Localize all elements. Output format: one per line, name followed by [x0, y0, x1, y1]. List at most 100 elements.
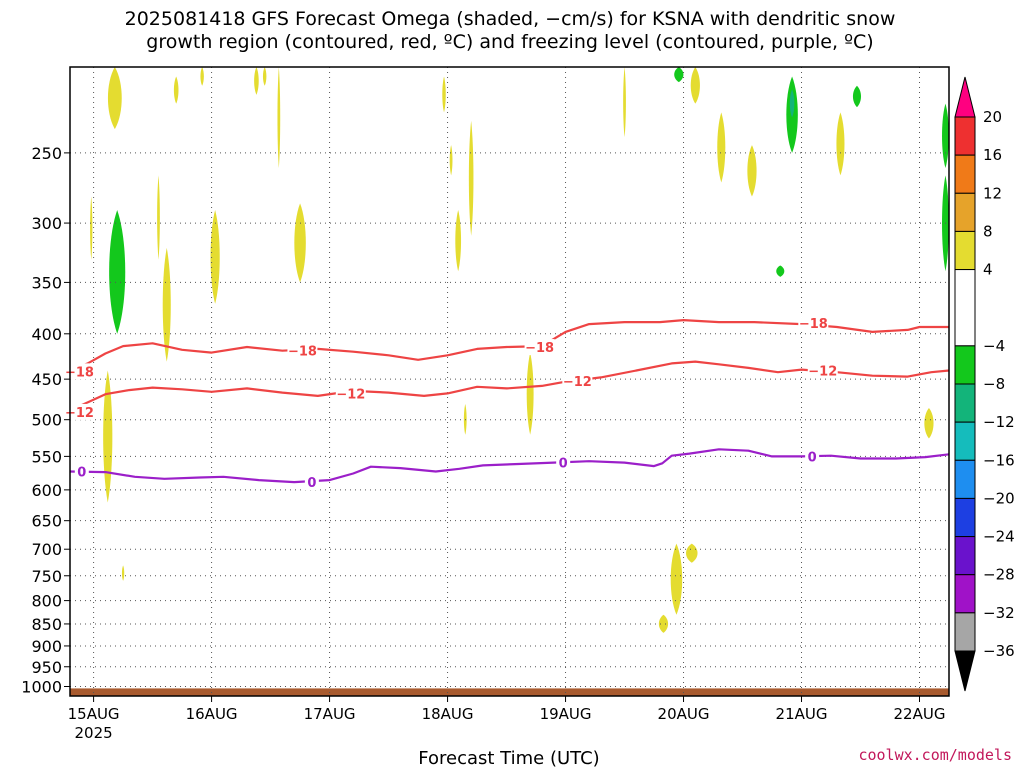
contour-lines: −18 −18 −18 −18 −12 −12 −12 −12 0 0 0 0 [64, 315, 950, 491]
contour-label-1-0: −12 [65, 406, 94, 421]
colorbar-tick-label-8: −16 [983, 451, 1015, 469]
colorbar-bin-1 [954, 116, 976, 156]
contour-label-bg-1-3 [807, 362, 838, 379]
surface-strip [70, 688, 949, 696]
y-tick-label-7: 600 [31, 481, 62, 500]
y-tick-label-0: 250 [31, 144, 62, 163]
omega-patch-35 [658, 614, 669, 633]
contour-label-1-1: −12 [336, 387, 365, 402]
contour-label-0-2: −18 [525, 341, 554, 356]
plot-frame [69, 66, 950, 697]
colorbar-bin-8 [954, 421, 976, 461]
colorbar-tick-label-6: −8 [983, 375, 1005, 393]
omega-patch-19 [942, 103, 949, 168]
omega-patch-33 [670, 543, 683, 615]
colorbar-tick-label-0: 20 [983, 108, 1002, 126]
plot-border [69, 66, 950, 697]
contour-line-2 [69, 448, 950, 484]
colorbar-tick-label-11: −28 [983, 566, 1015, 584]
y-tick-label-1: 300 [31, 214, 62, 233]
contour-label-bg-2-3 [805, 448, 820, 465]
omega-patch-6 [442, 76, 446, 113]
omega-patch-25 [162, 247, 171, 362]
contour-label-bg-0-3 [798, 315, 829, 332]
plot-background [70, 67, 949, 696]
plot-area [70, 67, 949, 696]
x-axis-label: Forecast Time (UTC) [418, 748, 599, 768]
colorbar-bin-9 [954, 459, 976, 499]
y-tick-label-8: 650 [31, 512, 62, 531]
omega-patch-1 [173, 76, 179, 104]
x-tick-label-3: 18AUG [422, 705, 474, 723]
chart-title-line-2: growth region (contoured, red, ºC) and f… [146, 31, 873, 53]
credit-text: coolwx.com/models [858, 746, 1012, 764]
contour-label-bg-0-0 [64, 363, 95, 380]
contour-label-2-0: 0 [77, 465, 86, 480]
colorbar-tick-label-13: −36 [983, 642, 1015, 660]
omega-patch-18 [776, 265, 785, 277]
colorbar-tick-label-1: 16 [983, 146, 1002, 164]
contour-label-2-3: 0 [808, 450, 817, 465]
x-tick-label-0: 15AUG [68, 705, 120, 723]
y-tick-label-9: 700 [31, 540, 62, 559]
x-tick-label-1: 16AUG [186, 705, 238, 723]
colorbar-triangle-top [954, 76, 976, 118]
contour-label-bg-2-0 [74, 463, 89, 480]
x-tick-label-5: 20AUG [658, 705, 710, 723]
contour-label-bg-0-1 [287, 342, 318, 359]
contour-label-bg-0-2 [524, 339, 555, 356]
y-axis-ticks: 250 300 350 400 450 500 550 600 650 700 750 800 850 9… [21, 144, 70, 696]
omega-patch-10 [623, 67, 626, 138]
y-tick-label-11: 800 [31, 592, 62, 611]
omega-patch-14 [836, 112, 845, 176]
omega-patch-28 [103, 370, 113, 503]
contour-label-0-3: −18 [799, 317, 828, 332]
x-tick-label-6: 21AUG [776, 705, 828, 723]
y-tick-label-13: 900 [31, 637, 62, 656]
colorbar: 20 16 12 8 4 −4 −8 −12 −16 −20 −24 −28 −32 −36 [954, 76, 1015, 692]
omega-patch-31 [526, 352, 534, 435]
colorbar-tick-label-9: −20 [983, 489, 1015, 507]
colorbar-bin-2 [954, 154, 976, 194]
omega-patch-27 [294, 203, 306, 283]
omega-patch-4 [262, 67, 267, 86]
x-tick-label-7: 22AUG [894, 705, 946, 723]
colorbar-tick-label-5: −4 [983, 337, 1005, 355]
omega-patch-9 [455, 210, 462, 272]
colorbar-bin-7 [954, 383, 976, 423]
omega-patch-34 [686, 543, 698, 563]
colorbar-bin-4 [954, 230, 976, 271]
contour-label-bg-1-0 [64, 403, 95, 420]
omega-patch-8 [468, 120, 474, 236]
omega-patch-13 [747, 145, 757, 197]
chart-title-line-1: 2025081418 GFS Forecast Omega (shaded, −… [125, 8, 896, 30]
colorbar-bin-13 [954, 612, 976, 652]
contour-label-2-1: 0 [307, 476, 316, 491]
contour-label-bg-1-1 [335, 385, 366, 402]
contour-label-bg-2-1 [304, 474, 319, 491]
colorbar-tick-label-2: 12 [983, 184, 1002, 202]
colorbar-tick-label-4: 4 [983, 261, 993, 279]
omega-patch-3 [254, 67, 259, 95]
contour-line-1 [69, 360, 950, 412]
colorbar-tick-label-7: −12 [983, 413, 1015, 431]
y-tick-label-10: 750 [31, 567, 62, 586]
colorbar-bin-6 [954, 345, 976, 385]
omega-patch-29 [121, 565, 125, 581]
omega-patch-21 [789, 89, 795, 118]
y-tick-label-12: 850 [31, 615, 62, 634]
omega-shading [90, 67, 949, 633]
colorbar-tick-label-12: −32 [983, 604, 1015, 622]
colorbar-bin-12 [954, 574, 976, 614]
colorbar-tick-label-10: −24 [983, 528, 1015, 546]
omega-patch-0 [107, 67, 122, 130]
colorbar-bin-5 [954, 269, 976, 347]
contour-label-2-2: 0 [559, 457, 568, 472]
colorbar-bin-3 [954, 192, 976, 232]
contour-label-1-2: −12 [563, 375, 592, 390]
omega-patch-11 [690, 67, 700, 104]
contour-label-bg-1-2 [562, 372, 593, 389]
contour-label-0-0: −18 [65, 365, 94, 380]
